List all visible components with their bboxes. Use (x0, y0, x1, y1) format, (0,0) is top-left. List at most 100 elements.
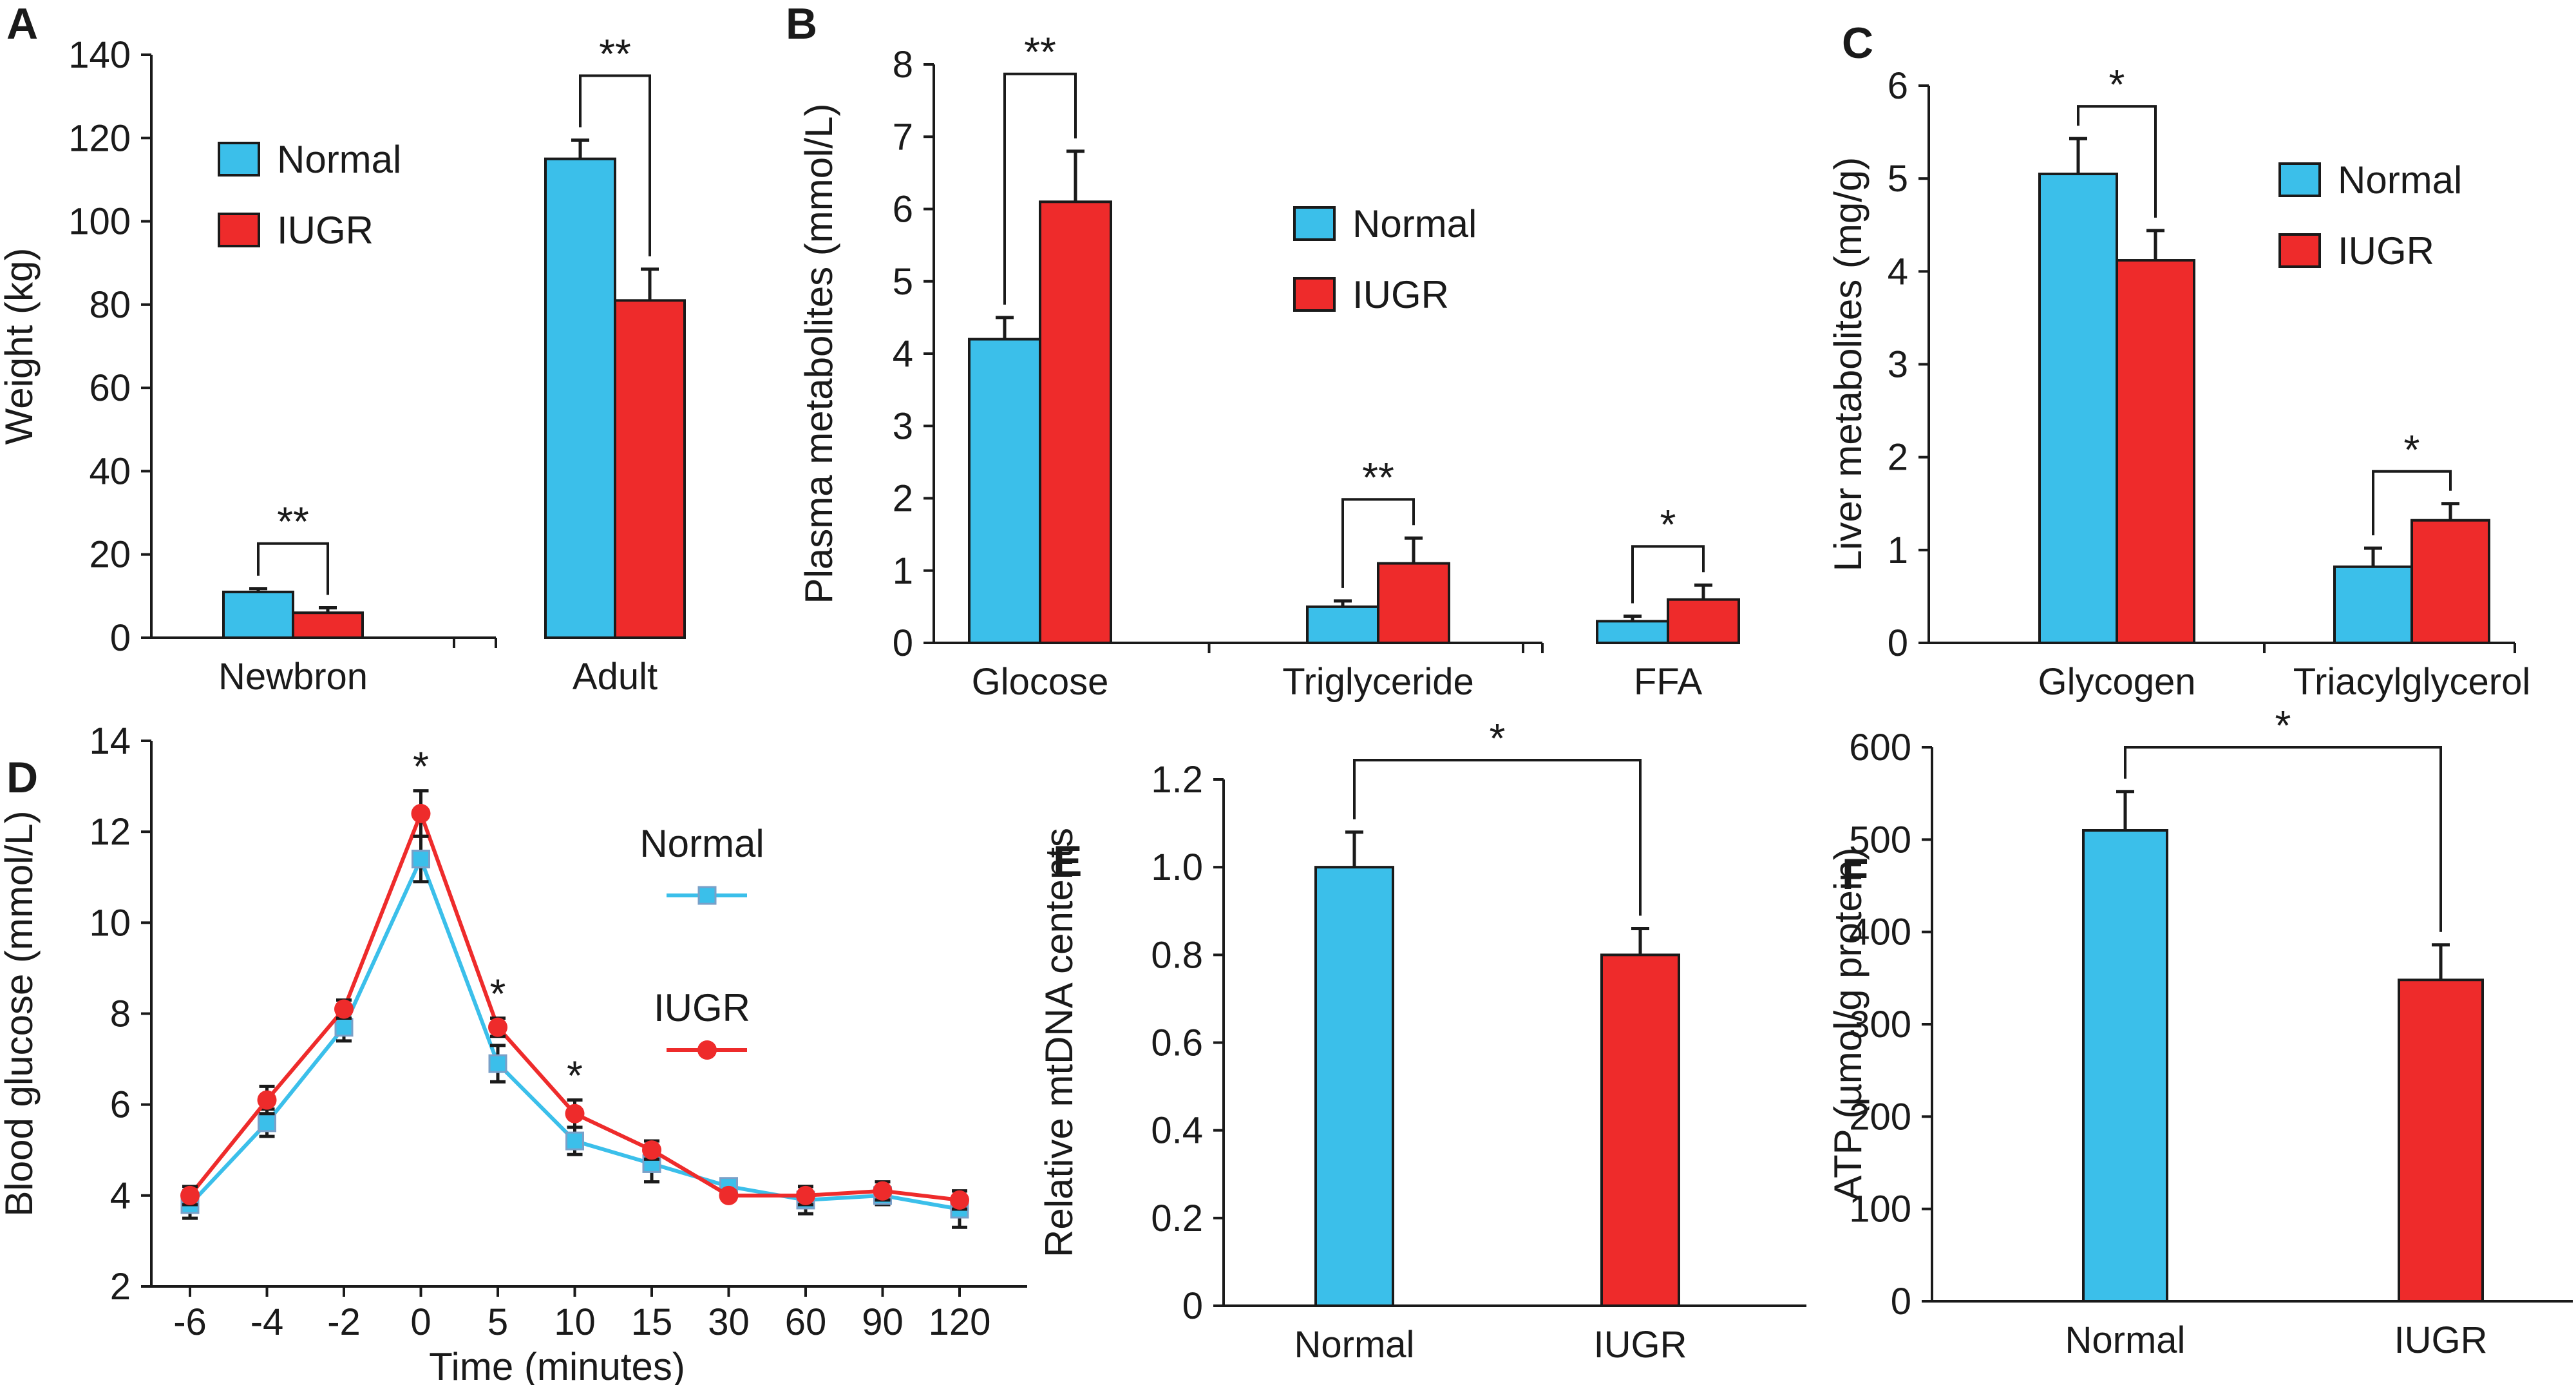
bar-normal-F (2082, 829, 2168, 1303)
panel-letter-C: C (1842, 19, 1873, 68)
bar-normal-E (1314, 866, 1394, 1307)
x-tick-label-D: -4 (251, 1301, 284, 1343)
legend-label-iugr: IUGR (1352, 273, 1449, 316)
legend-marker-normal (697, 886, 717, 905)
sig-B-1-bracket (1341, 498, 1415, 588)
x-tick-label-F: Normal (2065, 1319, 2186, 1361)
sig-B-0-label: ** (1024, 29, 1056, 75)
sig-C-0-label: * (2109, 61, 2125, 108)
sig-D-0: * (413, 743, 429, 790)
legend-label-normal: Normal (277, 138, 401, 181)
sig-B-2-bracket (1631, 545, 1705, 604)
bar-normal-newbron (222, 590, 294, 640)
x-tick-label-B: FFA (1634, 661, 1703, 703)
y-tick-label-F: 100 (1849, 1189, 1911, 1230)
y-axis-title-A: Weight (kg) (0, 248, 41, 445)
panel-letter-A: A (6, 0, 38, 48)
bar-normal-adult (544, 157, 616, 640)
legend-swatch-iugr (1293, 277, 1336, 312)
panel-A: A 0 20 40 60 80 100 120 140 Weight (kg) Newbron ** A… (0, 0, 686, 698)
y-tick-label-F: 200 (1849, 1096, 1911, 1138)
panel-D: D 2 4 6 8 10 12 14 Blood glucose (mmol/L) -6 -4 -2 0… (0, 720, 1027, 1385)
legend-label-normal: Normal (639, 822, 764, 865)
y-tick-label-E: 1.2 (1151, 759, 1203, 801)
point-iugr (565, 1103, 585, 1123)
y-tick-label-B: 5 (893, 261, 913, 303)
legend-label-normal: Normal (1352, 202, 1477, 245)
sig-C-1-label: * (2404, 426, 2420, 473)
y-tick-label-D: 2 (110, 1266, 131, 1308)
bar-iugr-F (2398, 979, 2484, 1303)
panel-letter-B: B (786, 0, 817, 48)
point-iugr (334, 999, 354, 1019)
y-tick-label-E: 0.2 (1151, 1198, 1203, 1239)
panel-letter-E: E (1053, 837, 1082, 886)
y-tick-label-E: 0.8 (1151, 934, 1203, 976)
y-tick-label-F: 300 (1849, 1004, 1911, 1046)
x-tick-label-D: 5 (488, 1301, 508, 1343)
point-normal (412, 850, 430, 869)
y-tick-label-B: 3 (893, 405, 913, 447)
sig-B-1-label: ** (1362, 454, 1394, 501)
x-tick-label-D: 90 (862, 1301, 904, 1343)
legend-marker-iugr (697, 1040, 717, 1060)
y-tick-label-E: 1.0 (1151, 846, 1203, 888)
bar-iugr-triglyceride (1377, 562, 1450, 645)
bar-iugr-glycogen (2116, 259, 2195, 644)
sig-D-1: * (490, 971, 506, 1017)
point-normal (334, 1018, 354, 1037)
bar-iugr-ffa (1667, 598, 1740, 645)
point-iugr (257, 1090, 277, 1110)
bar-iugr-triacylglycerol (2410, 519, 2490, 645)
sig-E-bracket (1353, 759, 1642, 916)
panel-letter-D: D (6, 753, 38, 802)
y-axis-title-D: Blood glucose (mmol/L) (0, 810, 41, 1216)
y-tick-label-C: 3 (1888, 344, 1908, 386)
panel-letter-F: F (1842, 850, 1869, 899)
sig-A-0-bracket (257, 542, 329, 595)
y-tick-label-E: 0.6 (1151, 1022, 1203, 1064)
sig-C-0-bracket (2077, 105, 2157, 218)
y-tick-label-D: 14 (89, 720, 131, 762)
x-tick-label-E: Normal (1294, 1324, 1415, 1366)
y-tick-label-E: 0 (1182, 1285, 1203, 1327)
legend-label-normal: Normal (2338, 158, 2462, 202)
y-tick-label-E: 0.4 (1151, 1110, 1203, 1152)
x-tick-label-D: -2 (327, 1301, 361, 1343)
y-tick-label-B: 1 (893, 550, 913, 592)
line-normal (188, 854, 960, 1211)
x-tick-label-A: Newbron (218, 656, 368, 698)
x-tick-label-C: Triacylglycerol (2293, 661, 2530, 703)
y-tick-label-B: 4 (893, 333, 913, 375)
bar-normal-triacylglycerol (2333, 565, 2413, 644)
panel-C: C 0 1 2 3 4 5 6 Liver metabolites (mg/g) Glycogen… (1826, 19, 2530, 703)
y-tick-label-C: 6 (1888, 65, 1908, 107)
sig-B-0-bracket (1003, 72, 1077, 305)
x-tick-label-D: -6 (173, 1301, 207, 1343)
bar-normal-glocose (968, 338, 1041, 644)
y-axis-title-B: Plasma metabolites (mmol/L) (797, 104, 840, 604)
y-tick-label-A: 100 (68, 201, 131, 243)
legend-swatch-iugr (218, 213, 260, 247)
bar-iugr-newbron (292, 611, 364, 640)
y-tick-label-C: 0 (1888, 622, 1908, 664)
point-iugr (411, 803, 431, 823)
y-tick-label-B: 6 (893, 189, 913, 231)
y-tick-label-D: 8 (110, 993, 131, 1035)
point-iugr (180, 1185, 200, 1205)
bar-normal-glycogen (2038, 172, 2118, 645)
sig-C-1-bracket (2372, 470, 2452, 535)
y-tick-label-D: 6 (110, 1084, 131, 1126)
y-tick-label-C: 5 (1888, 158, 1908, 200)
legend-swatch-normal (218, 142, 260, 177)
y-tick-label-D: 4 (110, 1175, 131, 1217)
sig-A-1-label: ** (599, 31, 631, 77)
sig-E-label: * (1490, 715, 1506, 761)
x-tick-label-E: IUGR (1594, 1324, 1687, 1366)
y-tick-label-B: 7 (893, 116, 913, 158)
legend-label-iugr: IUGR (654, 986, 750, 1029)
sig-A-0-label: ** (277, 499, 309, 545)
y-axis-title-C: Liver metabolites (mg/g) (1826, 157, 1870, 572)
y-tick-label-A: 140 (68, 34, 131, 76)
